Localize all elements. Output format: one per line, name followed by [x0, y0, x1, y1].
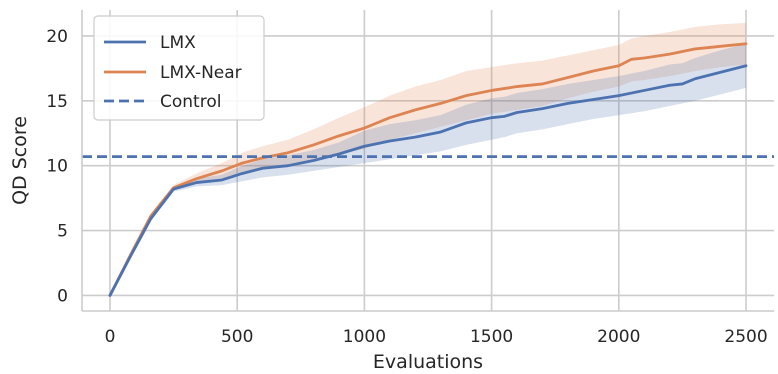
series-lines — [82, 42, 774, 297]
line-lmx-near — [108, 42, 748, 297]
y-tick-label-20: 20 — [46, 27, 68, 47]
legend-label-lmx: LMX — [160, 33, 196, 53]
legend: LMX LMX-Near Control — [93, 15, 265, 121]
confidence-bands — [109, 22, 747, 296]
line-lmx — [108, 64, 748, 297]
axes — [81, 10, 774, 312]
x-tick-label-2500: 2500 — [724, 327, 767, 347]
band-lmx — [109, 43, 747, 296]
tick-labels: 0 500 1000 1500 2000 2500 0 5 10 15 20 — [46, 27, 767, 347]
band-lmx-near — [109, 22, 747, 296]
y-tick-label-10: 10 — [46, 157, 68, 177]
x-axis-label: Evaluations — [373, 351, 483, 373]
y-tick-label-15: 15 — [46, 92, 68, 112]
x-tick-label-1500: 1500 — [470, 327, 513, 347]
y-axis-label: QD Score — [9, 116, 31, 205]
x-tick-label-0: 0 — [105, 327, 116, 347]
legend-label-control: Control — [160, 92, 221, 112]
x-tick-label-500: 500 — [221, 327, 253, 347]
x-tick-label-1000: 1000 — [343, 327, 386, 347]
y-tick-label-0: 0 — [57, 286, 68, 306]
legend-label-lmx-near: LMX-Near — [160, 63, 242, 83]
y-tick-label-5: 5 — [57, 222, 68, 242]
x-tick-label-2000: 2000 — [597, 327, 640, 347]
